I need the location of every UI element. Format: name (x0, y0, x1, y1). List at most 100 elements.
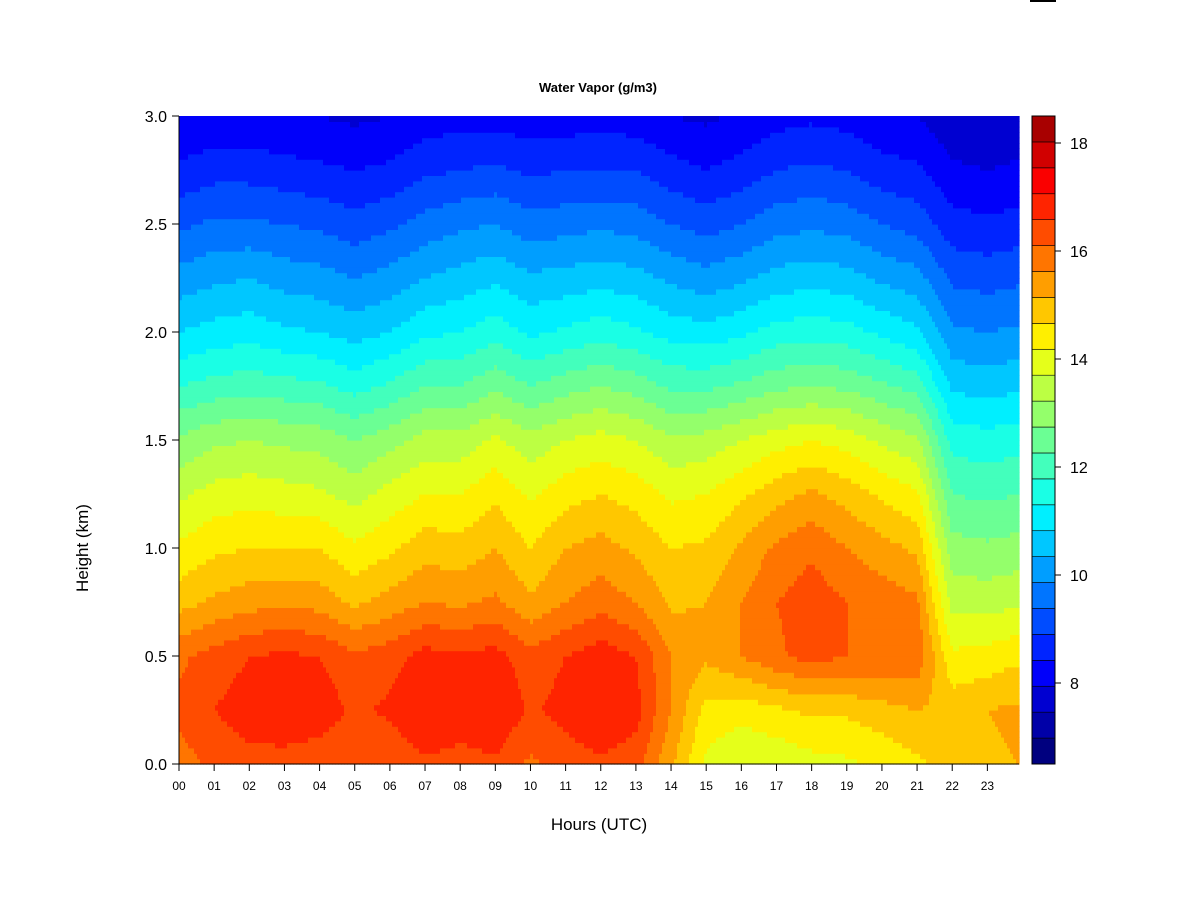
heatmap-cell (230, 256, 234, 263)
heatmap-cell (191, 483, 195, 490)
heatmap-cell (239, 553, 243, 560)
heatmap-cell (224, 440, 228, 446)
heatmap-cell (203, 666, 207, 673)
heatmap-cell (179, 753, 183, 760)
heatmap-cell (203, 710, 207, 716)
heatmap-cell (236, 288, 240, 295)
heatmap-cell (221, 175, 225, 182)
heatmap-cell (197, 218, 201, 225)
heatmap-cell (191, 515, 195, 522)
heatmap-cell (179, 359, 183, 365)
heatmap-cell (215, 364, 219, 371)
heatmap-cell (230, 429, 234, 436)
heatmap-cell (179, 305, 183, 311)
heatmap-cell (203, 256, 207, 263)
heatmap-cell (191, 224, 195, 230)
heatmap-cell (212, 683, 216, 689)
heatmap-cell (197, 650, 201, 657)
heatmap-cell (182, 310, 186, 317)
heatmap-cell (224, 148, 228, 155)
heatmap-cell (227, 467, 231, 473)
heatmap-cell (203, 623, 207, 630)
heatmap-cell (185, 310, 189, 317)
heatmap-cell (236, 213, 240, 220)
heatmap-cell (197, 137, 201, 144)
heatmap-cell (221, 224, 225, 230)
heatmap-cell (188, 396, 192, 403)
heatmap-cell (200, 305, 204, 311)
heatmap-cell (212, 467, 216, 473)
heatmap-cell (212, 548, 216, 554)
heatmap-cell (242, 558, 246, 565)
heatmap-cell (233, 402, 237, 409)
heatmap-cell (188, 504, 192, 511)
heatmap-cell (209, 558, 213, 565)
heatmap-cell (194, 229, 198, 236)
heatmap-cell (230, 531, 234, 538)
heatmap-cell (206, 180, 210, 187)
heatmap-cell (200, 126, 204, 133)
heatmap-cell (191, 175, 195, 182)
heatmap-cell (188, 402, 192, 409)
heatmap-cell (209, 483, 213, 490)
heatmap-cell (200, 353, 204, 360)
heatmap-cell (236, 315, 240, 322)
heatmap-cell (221, 202, 225, 209)
heatmap-cell (179, 348, 183, 355)
heatmap-cell (224, 747, 228, 754)
heatmap-cell (203, 116, 207, 122)
heatmap-cell (200, 261, 204, 268)
heatmap-cell (221, 413, 225, 419)
heatmap-cell (227, 715, 231, 722)
heatmap-cell (197, 251, 201, 257)
heatmap-cell (242, 580, 246, 587)
heatmap-cell (218, 737, 222, 743)
heatmap-cell (188, 461, 192, 468)
heatmap-cell (209, 272, 213, 279)
heatmap-cell (242, 548, 246, 554)
heatmap-cell (224, 753, 228, 760)
heatmap-cell (242, 661, 246, 668)
heatmap-cell (188, 612, 192, 619)
heatmap-cell (197, 402, 201, 409)
heatmap-cell (200, 180, 204, 187)
heatmap-cell (188, 348, 192, 355)
heatmap-cell (224, 342, 228, 349)
heatmap-cell (221, 494, 225, 500)
heatmap-cell (209, 310, 213, 317)
heatmap-cell (215, 272, 219, 279)
heatmap-cell (218, 672, 222, 679)
heatmap-cell (215, 634, 219, 641)
heatmap-cell (203, 472, 207, 479)
heatmap-cell (191, 542, 195, 549)
heatmap-cell (185, 618, 189, 625)
heatmap-cell (221, 629, 225, 635)
heatmap-cell (197, 326, 201, 333)
heatmap-cell (212, 699, 216, 706)
heatmap-cell (209, 715, 213, 722)
heatmap-cell (188, 283, 192, 290)
heatmap-cell (218, 186, 222, 193)
heatmap-cell (212, 359, 216, 365)
heatmap-cell (230, 240, 234, 247)
heatmap-cell (197, 461, 201, 468)
heatmap-cell (200, 580, 204, 587)
heatmap-cell (227, 429, 231, 436)
heatmap-cell (182, 132, 186, 139)
heatmap-cell (209, 164, 213, 171)
heatmap-cell (200, 758, 204, 765)
heatmap-cell (200, 272, 204, 279)
heatmap-cell (230, 180, 234, 187)
heatmap-cell (233, 213, 237, 220)
heatmap-cell (215, 251, 219, 257)
heatmap-cell (233, 542, 237, 549)
heatmap-cell (179, 726, 183, 733)
heatmap-cell (230, 569, 234, 576)
heatmap-cell (218, 283, 222, 290)
heatmap-cell (203, 445, 207, 452)
heatmap-cell (209, 175, 213, 182)
heatmap-cell (233, 337, 237, 344)
heatmap-cell (209, 742, 213, 749)
heatmap-cell (215, 380, 219, 387)
heatmap-cell (212, 629, 216, 635)
